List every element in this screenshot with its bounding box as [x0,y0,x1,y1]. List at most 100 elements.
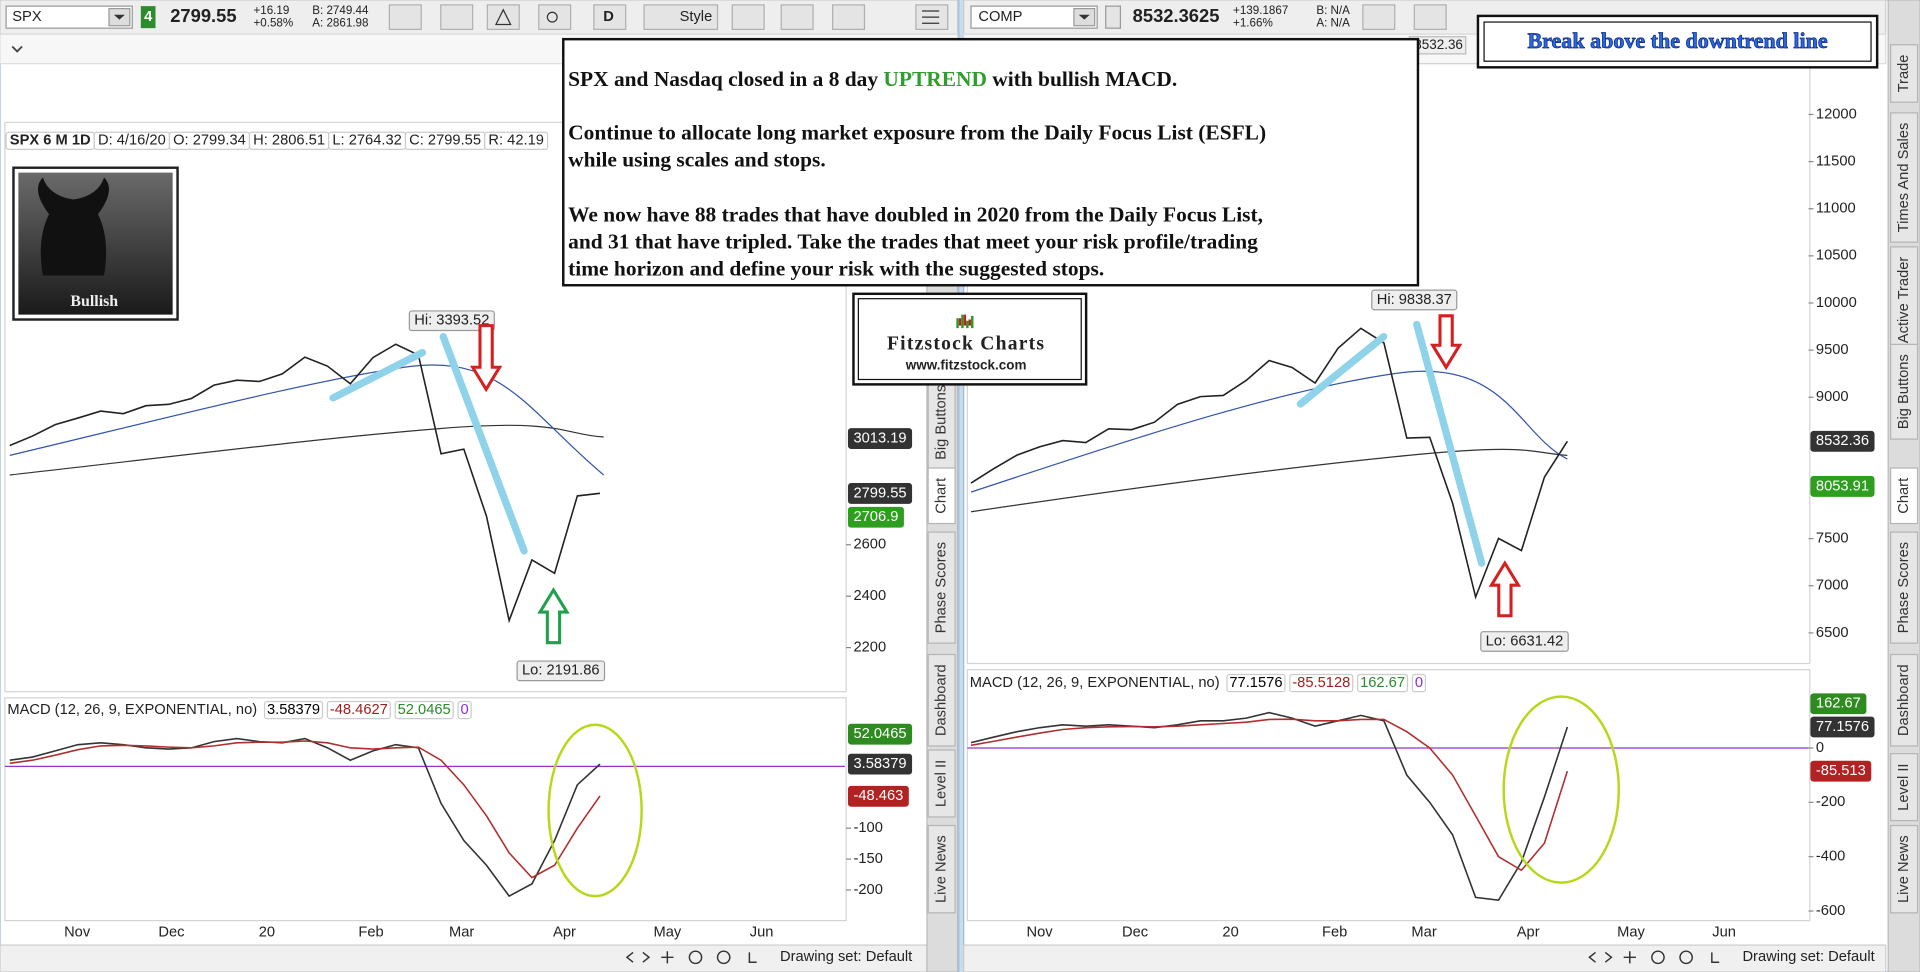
drawing-set[interactable]: Drawing set: Default [1742,949,1874,965]
price-tag-text: 8532.36 [1414,37,1463,52]
notes-button[interactable] [1413,4,1447,30]
y-tick-label: 11000 [1816,201,1856,217]
y-tick-label: 7000 [1816,578,1849,594]
side-tab[interactable]: Active Trader [1896,257,1912,344]
side-tab-bg[interactable] [1890,653,1919,747]
x-tick-label: Apr [1517,925,1540,941]
ask: A: N/A [1316,16,1350,29]
x-tick-label: Nov [1027,925,1054,941]
side-tab-bg[interactable] [1890,467,1919,525]
x-tick-label: Jun [1712,925,1736,941]
side-tab[interactable]: Chart [1896,478,1912,514]
note-box [562,37,1420,287]
side-tab[interactable]: Phase Scores [1896,542,1912,633]
logo-inner [857,298,1082,381]
settings-button[interactable] [538,4,572,30]
symbol-box[interactable] [5,5,133,29]
link-button[interactable] [1105,5,1122,29]
side-tab[interactable]: Live News [1896,835,1912,903]
side-tab-bg[interactable] [927,531,956,644]
period-button[interactable] [593,4,627,30]
y-tick-label: 2600 [853,537,886,553]
macd-reading: 162.67 [1360,675,1405,691]
x-tick-label: Apr [553,925,576,941]
side-tab-bg[interactable] [927,749,956,818]
trend-line [329,348,427,402]
macd-bubble [847,785,909,807]
banner-text: Break above the downtrend line [1527,28,1827,53]
side-tab-bg[interactable] [1890,824,1919,914]
side-tab[interactable]: Level II [1896,763,1912,810]
side-tab[interactable]: Big Buttons [1896,354,1912,429]
left-zoom-icons[interactable] [625,950,757,965]
macd-pane [4,697,847,922]
macd-reading-box [1289,673,1354,693]
side-tab-bg[interactable] [1890,112,1919,243]
macd-reading: 77.1576 [1229,675,1282,691]
bull-silhouette [37,177,109,276]
macd-bubble [847,753,913,775]
macd-bubble-label: 52.0465 [853,726,906,742]
link-badge[interactable] [140,6,156,29]
side-tab[interactable]: Level II [934,760,950,807]
hi-label: Hi: 9838.37 [1377,292,1452,308]
symbol-box[interactable] [970,5,1098,29]
highlight-ellipse [1502,695,1620,884]
price-bubble [1810,476,1875,497]
y-tick-label: -150 [853,851,882,867]
bid: B: N/A [1316,4,1350,17]
label-box [1371,289,1458,311]
x-tick-label: May [653,925,681,941]
y-tick-label: 9500 [1816,342,1849,358]
sma-200 [970,448,1568,513]
side-tab-bg[interactable] [927,467,956,525]
macd-reading: 52.0465 [398,702,451,718]
side-tab-bg[interactable] [1890,343,1919,440]
x-tick-label: May [1617,925,1645,941]
side-tab[interactable]: Trade [1896,55,1912,93]
flask-button[interactable] [780,4,814,30]
style-label: Style [680,9,713,25]
note-line: while using scales and stops. [568,148,826,172]
macd-bubble-label: 162.67 [1816,696,1861,712]
side-tab[interactable]: Chart [934,478,950,514]
notes-button[interactable] [440,4,474,30]
share-button[interactable] [1362,4,1396,30]
side-tab[interactable]: Times And Sales [1896,123,1912,233]
sma-50 [970,370,1568,493]
side-tab-bg[interactable] [927,824,956,914]
side-tab-bg[interactable] [927,374,956,471]
side-tab[interactable]: Dashboard [1896,664,1912,736]
collapse-icon[interactable] [11,45,23,53]
side-tab[interactable]: Dashboard [934,664,950,736]
drawing-set[interactable]: Drawing set: Default [780,949,912,965]
pct-change: +1.66% [1233,16,1273,29]
side-tab[interactable]: Phase Scores [934,542,950,633]
side-tab-bg[interactable] [1890,246,1919,354]
compare-button[interactable] [832,4,866,30]
style-button[interactable] [643,4,719,30]
side-tab-bg[interactable] [927,653,956,747]
side-tab[interactable]: Big Buttons [934,385,950,460]
logo-frame [852,292,1088,386]
trend-line [1413,320,1486,567]
x-tick-label: 20 [259,925,275,941]
x-tick-label: Feb [358,925,383,941]
side-tab-bg[interactable] [1890,44,1919,103]
header-field: SPX 6 M 1D [10,133,91,149]
y-tick-label: -100 [853,820,882,836]
share-button[interactable] [388,4,422,30]
side-tab[interactable]: Live News [934,835,950,903]
pct-change: +0.58% [253,16,293,29]
side-tab-bg[interactable] [1890,531,1919,644]
y-tick-label: -600 [1816,903,1845,919]
header-field: H: 2806.51 [253,133,325,149]
drawing-button[interactable] [731,4,765,30]
right-zoom-icons[interactable] [1588,950,1720,965]
side-tab-bg[interactable] [1890,753,1919,822]
price-bubble-label: 2706.9 [853,509,898,525]
highlight-ellipse [547,723,643,898]
x-tick-label: Mar [1411,925,1436,941]
last-price: 8532.3625 [1133,5,1220,26]
